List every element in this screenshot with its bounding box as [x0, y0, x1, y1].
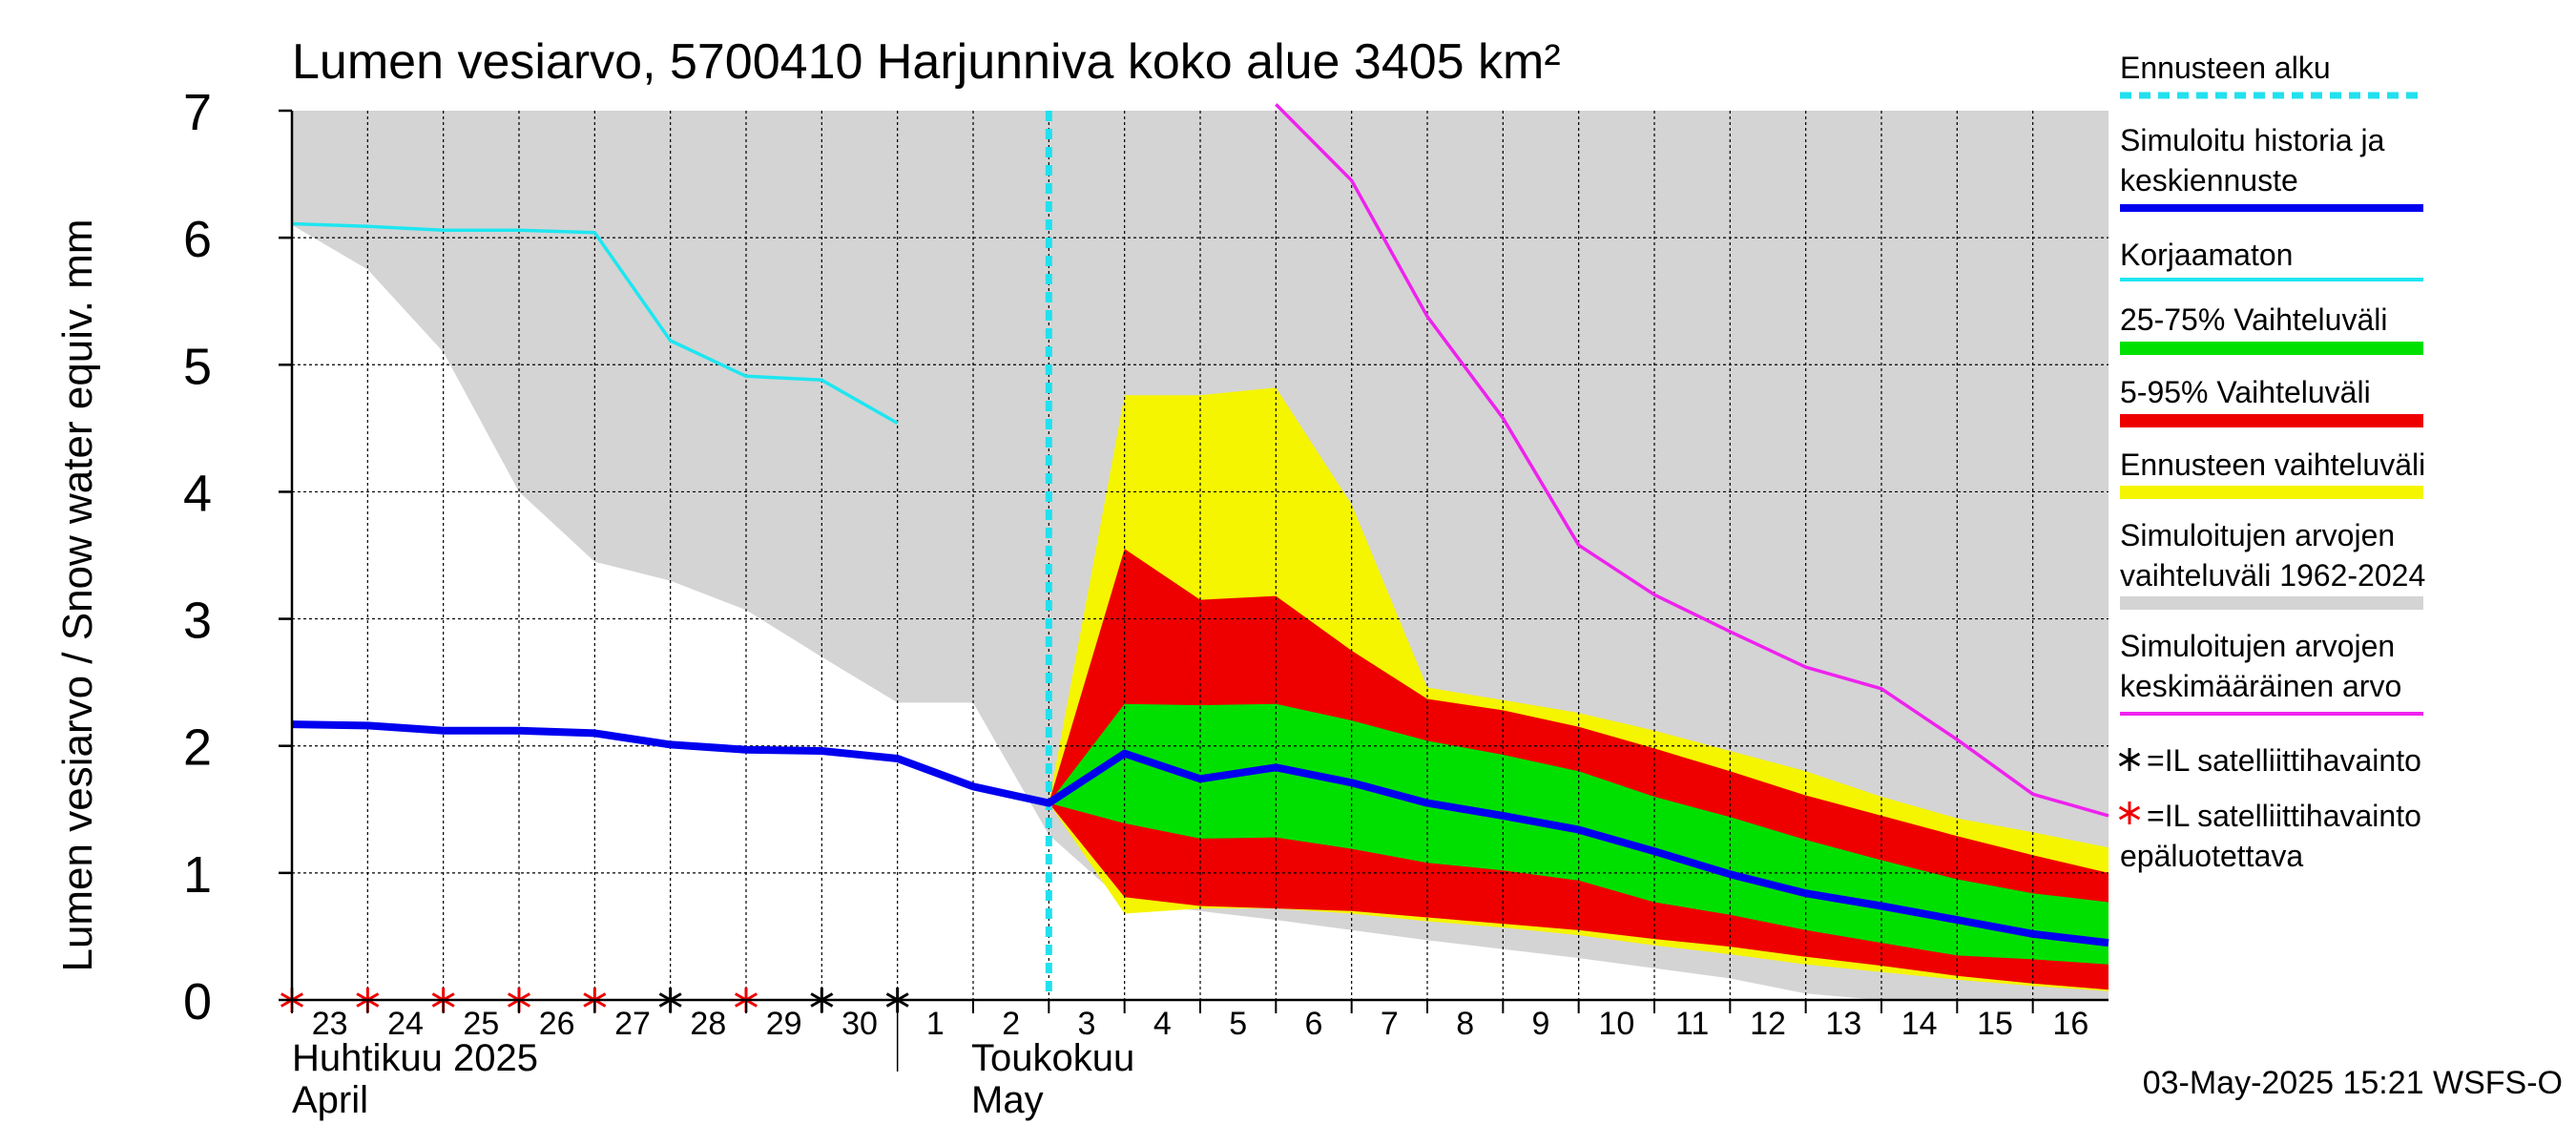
x-tick-label: 7 [1381, 1006, 1399, 1042]
x-tick-label: 5 [1229, 1006, 1247, 1042]
legend-label: 5-95% Vaihteluväli [2120, 375, 2371, 409]
x-tick-label: 16 [2052, 1006, 2088, 1042]
legend-item: Simuloitujen arvojen vaihteluväli 1962-20… [2120, 518, 2425, 610]
asterisk-stroke [2118, 805, 2141, 821]
x-tick-label: 2 [1002, 1006, 1020, 1042]
legend-label: Ennusteen alku [2120, 51, 2331, 85]
month-label-may-fi: Toukokuu [971, 1037, 1134, 1079]
legend-label: Ennusteen vaihteluväli [2120, 448, 2425, 482]
x-tick-label: 29 [766, 1006, 802, 1042]
x-tick-label: 8 [1456, 1006, 1474, 1042]
legend-item: Simuloitujen arvojen keskimääräinen arvo [2120, 629, 2423, 716]
x-tick-label: 11 [1675, 1006, 1709, 1042]
legend: Ennusteen alku Simuloitu historia ja keski… [2118, 51, 2425, 873]
chart-grid [292, 111, 2109, 1000]
y-tick-label: 3 [183, 593, 212, 650]
legend-label: Simuloitujen arvojen [2120, 629, 2395, 663]
x-tick-label: 23 [312, 1006, 348, 1042]
legend-item: 25-75% Vaihteluväli [2120, 302, 2423, 355]
series-line-0 [291, 720, 2109, 947]
x-tick-label: 26 [539, 1006, 575, 1042]
x-tick-label: 15 [1977, 1006, 2013, 1042]
x-tick-label: 13 [1825, 1006, 1861, 1042]
y-tick-label: 7 [183, 84, 212, 141]
y-tick-label: 4 [183, 465, 212, 522]
series-line-1 [291, 221, 899, 426]
series-line-2 [1275, 103, 2109, 818]
x-tick-label: 30 [841, 1006, 878, 1042]
legend-item: =IL satelliittihavainto [2118, 743, 2421, 778]
x-tick-label: 10 [1598, 1006, 1634, 1042]
legend-item: 5-95% Vaihteluväli [2120, 375, 2423, 427]
legend-item: Simuloitu historia ja keskiennuste [2120, 123, 2423, 212]
x-tick-label: 1 [926, 1006, 945, 1042]
legend-label: Simuloitu historia ja [2120, 123, 2385, 157]
legend-item: Ennusteen alku [2120, 51, 2423, 99]
x-tick-label: 9 [1532, 1006, 1550, 1042]
legend-label: vaihteluväli 1962-2024 [2120, 558, 2425, 593]
x-tick-label: 27 [614, 1006, 651, 1042]
y-axis-label: Lumen vesiarvo / Snow water equiv. mm [54, 219, 101, 971]
month-label-may-en: May [971, 1079, 1044, 1121]
month-label-april-en: April [292, 1079, 368, 1121]
asterisk-stroke [2118, 752, 2141, 767]
x-tick-label: 3 [1078, 1006, 1096, 1042]
chart-lines [291, 103, 2109, 1000]
legend-label: Korjaamaton [2120, 238, 2293, 272]
chart-title: Lumen vesiarvo, 5700410 Harjunniva koko … [292, 34, 1561, 90]
x-tick-label: 28 [690, 1006, 726, 1042]
legend-label: keskimääräinen arvo [2120, 669, 2401, 703]
legend-marker [2118, 802, 2141, 824]
y-tick-label: 0 [183, 973, 212, 1030]
y-tick-label: 2 [183, 719, 212, 777]
y-tick-label: 6 [183, 211, 212, 268]
legend-label: 25-75% Vaihteluväli [2120, 302, 2387, 337]
legend-item: Ennusteen vaihteluväli [2120, 448, 2425, 499]
legend-label: epäluotettava [2120, 839, 2303, 873]
legend-label: =IL satelliittihavainto [2147, 743, 2421, 778]
y-tick-label: 5 [183, 338, 212, 395]
x-tick-label: 12 [1750, 1006, 1786, 1042]
legend-item: =IL satelliittihavainto epäluotettava [2118, 799, 2421, 873]
legend-item: Korjaamaton [2120, 238, 2423, 281]
legend-label: =IL satelliittihavainto [2147, 799, 2421, 833]
timestamp: 03-May-2025 15:21 WSFS-O [2143, 1065, 2563, 1101]
y-tick-label: 1 [183, 846, 212, 904]
x-tick-label: 24 [387, 1006, 424, 1042]
legend-label: Simuloitujen arvojen [2120, 518, 2395, 552]
x-tick-label: 4 [1153, 1006, 1172, 1042]
legend-marker [2118, 748, 2141, 771]
x-tick-label: 25 [463, 1006, 499, 1042]
month-label-april-fi: Huhtikuu 2025 [292, 1037, 538, 1079]
legend-label: keskiennuste [2120, 163, 2298, 198]
x-tick-label: 14 [1901, 1006, 1938, 1042]
x-tick-label: 6 [1305, 1006, 1323, 1042]
